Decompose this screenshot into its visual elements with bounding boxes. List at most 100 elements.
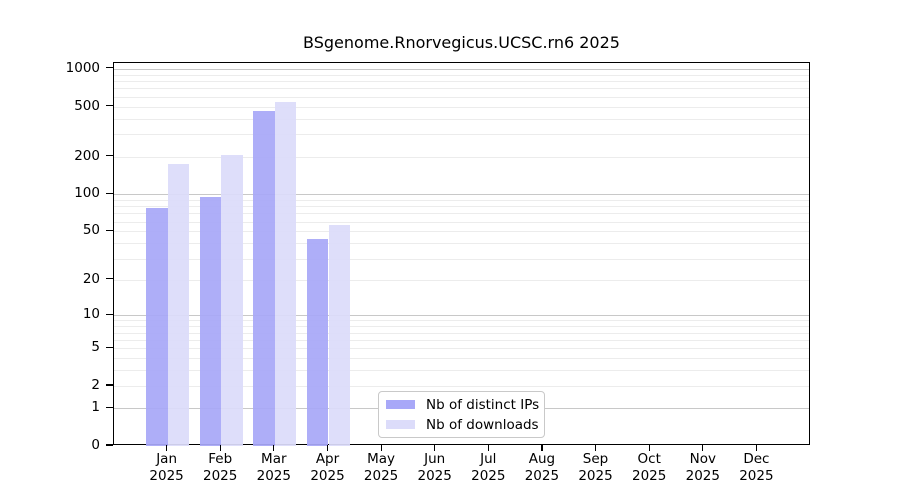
y-axis-tick [106,105,113,107]
y-tick-label: 5 [91,339,100,356]
y-axis-tick [106,278,113,280]
x-tick-label-line: 2025 [363,467,399,484]
y-tick-label: 200 [74,147,100,164]
x-tick-label: Nov 2025 [675,451,731,484]
x-axis-tick [702,445,704,451]
gridline [114,74,809,76]
y-tick-label: 20 [82,270,100,287]
bar-mar-2025-distinct-ips [253,110,275,446]
gridline [114,206,809,208]
x-tick-label-line: 2025 [578,467,613,484]
plot-area [113,62,810,446]
gridline [114,370,809,372]
y-axis-tick [106,313,113,315]
y-axis-tick [106,67,113,69]
y-tick-label: 2 [91,377,100,393]
x-tick-label-line: 2025 [203,467,238,484]
gridline [114,106,809,108]
legend-item-distinct-ips: Nb of distinct IPs [386,397,544,413]
x-tick-label-line: Dec [743,451,770,467]
x-tick-label: Sep 2025 [568,451,624,484]
gridline [114,386,809,387]
gridline [114,332,809,334]
x-tick-label-line: Mar [261,451,287,467]
x-tick-label: Apr 2025 [300,451,356,484]
y-tick-label: 50 [82,222,100,239]
y-tick-label: 0 [91,437,100,453]
x-axis-tick [487,445,489,451]
x-tick-label: Dec 2025 [728,451,784,484]
gridline [114,348,809,350]
y-axis-tick [106,384,113,386]
x-tick-label-line: 2025 [685,467,720,484]
gridline [114,68,809,70]
gridline [114,339,809,341]
gridline [114,279,809,281]
x-tick-label-line: 2025 [256,467,291,484]
gridline [114,118,809,120]
y-tick-label: 500 [74,97,100,114]
x-axis-tick [594,445,597,451]
bar-jan-2025-downloads [167,163,189,446]
x-tick-label: Jul 2025 [460,451,516,484]
x-tick-label-line: Jan [156,451,177,467]
legend-label-distinct-ips: Nb of distinct IPs [426,396,540,413]
x-tick-label-line: 2025 [739,467,774,484]
legend: Nb of distinct IPs Nb of downloads [378,391,545,438]
legend-swatch-downloads [386,419,415,430]
x-tick-label-line: Jun [424,451,446,467]
x-tick-label: Mar 2025 [246,451,302,484]
legend-swatch-distinct-ips [386,399,415,410]
gridline [114,258,809,260]
y-axis-tick [106,229,113,232]
legend-item-downloads: Nb of downloads [386,417,544,433]
x-axis-tick [380,445,382,451]
gridline [114,326,809,327]
x-tick-label-line: Jul [480,451,497,467]
bar-jan-2025-distinct-ips [146,207,168,446]
y-axis-tick [106,192,113,194]
y-tick-label: 100 [74,185,100,202]
gridline [114,88,809,90]
x-tick-label-line: May [367,451,396,467]
bar-mar-2025-downloads [274,101,297,446]
x-tick-label-line: 2025 [471,467,506,484]
y-axis-tick [106,406,113,408]
x-tick-label: May 2025 [353,451,409,484]
x-tick-label-line: Feb [208,451,233,467]
bar-apr-2025-downloads [328,225,350,446]
legend-label-downloads: Nb of downloads [426,416,539,433]
bar-apr-2025-distinct-ips [307,239,329,446]
x-tick-label-line: 2025 [417,467,452,484]
gridline [114,358,809,360]
x-axis-tick [755,445,758,451]
gridline [114,221,809,223]
x-axis-tick [273,445,275,451]
y-axis-tick [106,346,113,348]
x-axis-tick [434,445,436,451]
gridline [114,156,809,158]
x-tick-label-line: 2025 [632,467,667,484]
x-tick-label-line: 2025 [310,467,345,484]
x-tick-label-line: Oct [637,451,661,467]
y-axis-tick [106,154,113,157]
bar-feb-2025-distinct-ips [199,196,222,446]
bar-feb-2025-downloads [221,155,243,446]
gridline [114,199,809,201]
gridline [114,134,809,136]
gridline [114,81,809,82]
y-tick-label: 1 [91,399,100,416]
x-tick-label-line: Nov [689,451,716,467]
gridline [114,231,809,233]
chart-title: BSgenome.Rnorvegicus.UCSC.rn6 2025 [303,33,620,52]
gridline [114,315,809,317]
x-tick-label: Jan 2025 [139,451,195,484]
x-tick-label: Oct 2025 [621,451,677,484]
x-tick-label-line: Apr [315,451,340,467]
gridline [114,213,809,215]
x-axis-tick [326,445,329,451]
x-tick-label: Feb 2025 [192,451,248,484]
x-tick-label-line: 2025 [524,467,560,484]
x-axis-tick [219,445,221,451]
x-tick-label-line: Aug [528,451,556,467]
